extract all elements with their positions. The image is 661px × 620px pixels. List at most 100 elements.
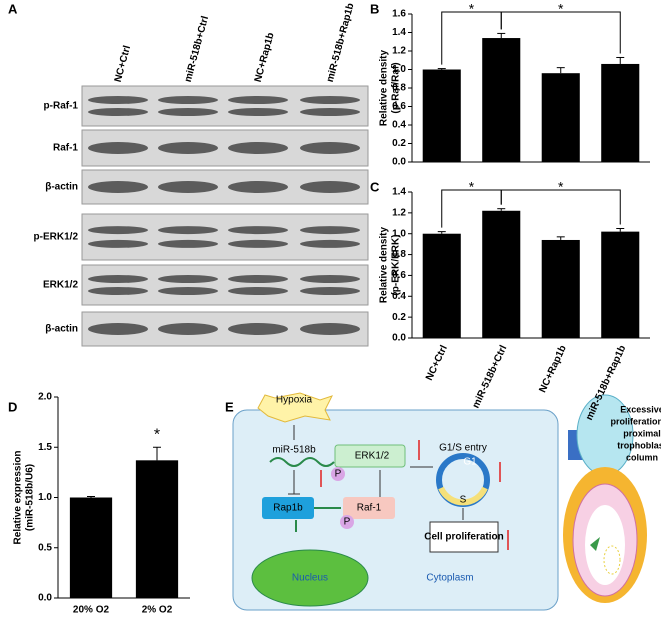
y-tick-label: 2.0 xyxy=(38,392,52,403)
blot-band xyxy=(88,181,148,193)
x-tick-label: NC+Rap1b xyxy=(537,344,568,395)
outcome-label: column xyxy=(626,452,658,462)
blot-band xyxy=(228,226,288,234)
blot-band xyxy=(300,275,360,283)
blot-band xyxy=(300,287,360,295)
y-tick-label: 0.0 xyxy=(392,333,406,344)
blot-band xyxy=(228,323,288,335)
blot-band xyxy=(158,181,218,193)
significance: * xyxy=(558,179,564,195)
y-tick-label: 0.0 xyxy=(392,157,406,168)
diagram-label: P xyxy=(335,469,342,480)
panel-letter: C xyxy=(370,179,380,194)
y-axis-label: (miR-518b/U6) xyxy=(25,464,36,531)
blot-band xyxy=(228,96,288,104)
bar xyxy=(482,38,520,162)
blot-band xyxy=(300,181,360,193)
y-tick-label: 1.4 xyxy=(392,27,406,38)
blot-band xyxy=(88,323,148,335)
blot-band xyxy=(158,275,218,283)
panel-letter: E xyxy=(225,399,234,414)
blot-strip xyxy=(82,86,368,126)
blot-band xyxy=(88,226,148,234)
diagram-label: miR-518b xyxy=(272,445,316,456)
row-label: β-actin xyxy=(45,324,78,335)
blot-band xyxy=(228,240,288,248)
y-axis-label: (p-ERK/ERK) xyxy=(391,234,402,295)
outcome-label: proliferation in xyxy=(611,416,661,426)
bar xyxy=(601,232,639,338)
panel-letter: D xyxy=(8,399,17,414)
y-tick-label: 1.2 xyxy=(392,46,406,57)
diagram-label: Raf-1 xyxy=(357,503,382,514)
bar xyxy=(482,211,520,338)
blot-band xyxy=(228,181,288,193)
lane-label: NC+Ctrl xyxy=(113,44,133,83)
bar xyxy=(136,460,178,598)
row-label: p-ERK1/2 xyxy=(34,232,79,243)
y-axis-label: (p-Raf/Raf) xyxy=(391,62,402,113)
y-axis-label: Relative expression xyxy=(13,451,24,545)
bar xyxy=(542,240,580,338)
blot-band xyxy=(158,287,218,295)
diagram-label: S xyxy=(460,495,467,506)
diagram-label: Nucleus xyxy=(292,573,328,584)
x-tick-label: NC+Ctrl xyxy=(424,344,450,383)
blot-band xyxy=(158,226,218,234)
blot-band xyxy=(158,142,218,154)
x-tick-label: miR-518b+Ctrl xyxy=(471,344,510,411)
significance: * xyxy=(469,179,475,195)
blot-band xyxy=(300,96,360,104)
blot-strip xyxy=(82,214,368,260)
x-tick-label: 20% O2 xyxy=(73,605,110,615)
diagram-label: Rap1b xyxy=(273,503,303,514)
blot-band xyxy=(300,142,360,154)
blot-band xyxy=(300,226,360,234)
diagram-label: ERK1/2 xyxy=(355,451,390,462)
diagram-label: P xyxy=(344,517,351,528)
row-label: ERK1/2 xyxy=(43,280,78,291)
blot-band xyxy=(88,240,148,248)
row-label: β-actin xyxy=(45,182,78,193)
blot-band xyxy=(88,96,148,104)
y-tick-label: 0.4 xyxy=(392,120,406,131)
significance: * xyxy=(469,1,475,17)
blot-band xyxy=(158,240,218,248)
y-axis-label: Relative density xyxy=(379,49,390,126)
bar xyxy=(423,70,461,163)
y-tick-label: 0.2 xyxy=(392,312,406,323)
y-tick-label: 0.5 xyxy=(38,542,52,553)
panel-letter: B xyxy=(370,1,379,16)
blot-band xyxy=(228,275,288,283)
y-axis-label: Relative density xyxy=(379,226,390,303)
y-tick-label: 1.4 xyxy=(392,187,406,198)
row-label: Raf-1 xyxy=(53,143,78,154)
diagram-label: G1/S entry xyxy=(439,443,487,454)
outcome-label: trophoblast xyxy=(617,440,661,450)
panel-letter: A xyxy=(8,1,18,16)
diagram-label: Hypoxia xyxy=(276,395,313,406)
blot-band xyxy=(228,142,288,154)
blot-band xyxy=(158,96,218,104)
lane-label: miR-518b+Rap1b xyxy=(325,2,357,83)
y-tick-label: 1.5 xyxy=(38,442,52,453)
blot-strip xyxy=(82,265,368,305)
diagram-label: G1 xyxy=(463,457,477,468)
blot-band xyxy=(228,287,288,295)
blot-band xyxy=(300,323,360,335)
y-tick-label: 1.0 xyxy=(38,492,52,503)
bar xyxy=(70,498,112,599)
blot-band xyxy=(228,108,288,116)
significance: * xyxy=(154,426,160,443)
y-tick-label: 1.2 xyxy=(392,207,406,218)
blot-band xyxy=(300,108,360,116)
blot-band xyxy=(88,142,148,154)
blot-band xyxy=(88,275,148,283)
blot-band xyxy=(88,287,148,295)
row-label: p-Raf-1 xyxy=(44,101,79,112)
lane-label: miR-518b+Ctrl xyxy=(183,15,211,84)
blot-band xyxy=(88,108,148,116)
blot-band xyxy=(158,108,218,116)
diagram-label: Cell proliferation xyxy=(424,532,503,543)
